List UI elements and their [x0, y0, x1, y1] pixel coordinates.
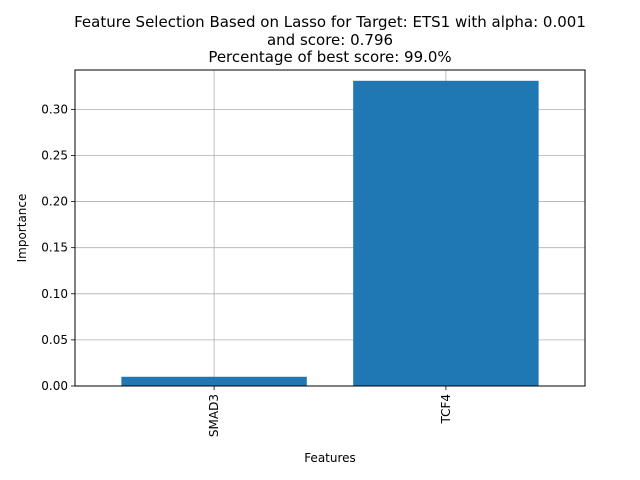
- x-tick-label: TCF4: [439, 394, 453, 425]
- bars-layer: [121, 80, 539, 386]
- y-tick-label: 0.10: [41, 287, 68, 301]
- y-tick-label: 0.00: [41, 379, 68, 393]
- bar-tcf4: [353, 80, 539, 386]
- y-tick-label: 0.15: [41, 241, 68, 255]
- plot-frame: [74, 69, 586, 387]
- y-tick-label: 0.20: [41, 195, 68, 209]
- x-tick-label: SMAD3: [207, 394, 221, 437]
- ticks-layer: 0.00 0.05 0.10 0.15 0.20 0.25 0.30 SMAD3 TCF4: [41, 102, 453, 437]
- x-axis-label: Features: [304, 451, 356, 465]
- y-tick-label: 0.05: [41, 333, 68, 347]
- y-axis-label: Importance: [15, 194, 29, 263]
- chart-title-line-3: Percentage of best score: 99.0%: [208, 48, 451, 66]
- y-tick-label: 0.30: [41, 102, 68, 116]
- chart-title-line-2: and score: 0.796: [267, 31, 393, 49]
- y-tick-label: 0.25: [41, 148, 68, 162]
- bar-smad3: [121, 376, 307, 386]
- chart-title-line-1: Feature Selection Based on Lasso for Tar…: [74, 13, 586, 31]
